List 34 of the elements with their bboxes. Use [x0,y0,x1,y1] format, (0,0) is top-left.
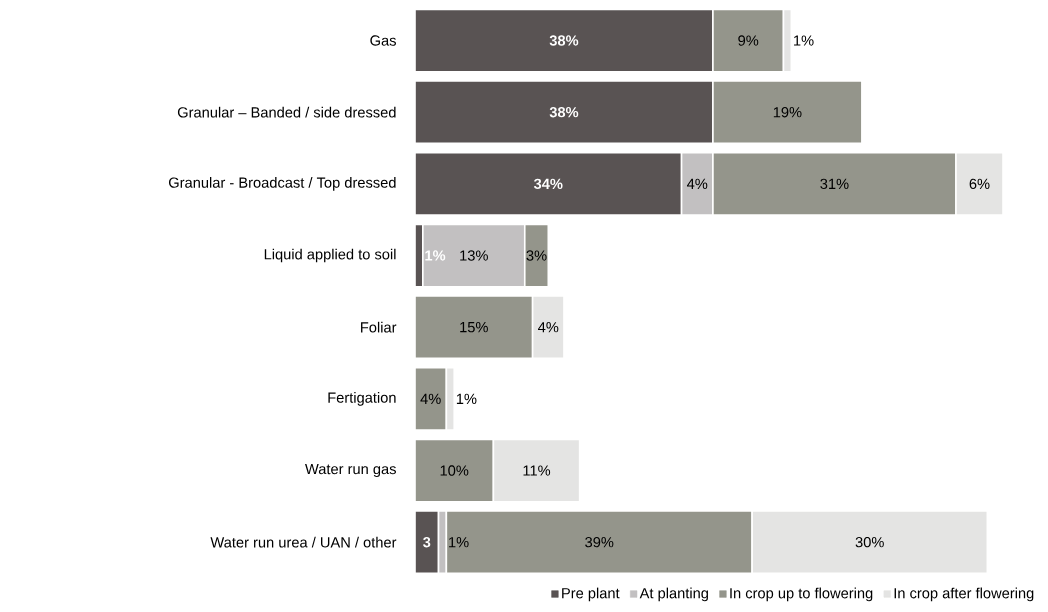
data-label: 38% [549,106,579,118]
data-label: 39% [585,537,614,548]
data-label: 1% [425,250,446,261]
legend-label: Pre plant [562,587,620,602]
data-label: 4% [538,322,559,333]
data-label: 34% [533,178,563,190]
data-label: 30% [855,537,884,548]
y-tick-label: Fertigation [328,392,396,406]
data-label: 3 [423,536,431,548]
data-label: 10% [440,465,469,476]
data-label: 13% [460,250,488,261]
data-label: 19% [773,107,802,118]
data-label: 4% [686,178,708,189]
y-tick-label: Granular – Banded / side dressed [177,106,396,118]
legend-label: In crop up to flowering [730,587,873,602]
y-tick-label: Water run urea / UAN / other [210,536,397,548]
data-label: 3% [526,250,547,261]
data-label: 1% [456,393,477,404]
y-tick-label: Foliar [361,321,397,333]
y-tick-label: Gas [370,35,396,46]
y-tick-label: Water run gas [305,463,396,478]
data-label: 38% [549,35,579,46]
y-tick-label: Granular - Broadcast / Top dressed [168,177,396,191]
data-label: 1% [794,35,814,46]
data-label: 31% [820,178,849,190]
legend-label: In crop after flowering [894,587,1034,602]
data-label: 9% [738,35,759,46]
data-label: 4% [420,393,441,404]
data-label: 1% [449,537,469,548]
data-label: 15% [460,322,488,333]
legend-label: At planting [639,587,708,602]
data-label: 6% [969,178,990,190]
data-label: 11% [523,465,551,476]
y-tick-label: Liquid applied to soil [264,248,396,263]
